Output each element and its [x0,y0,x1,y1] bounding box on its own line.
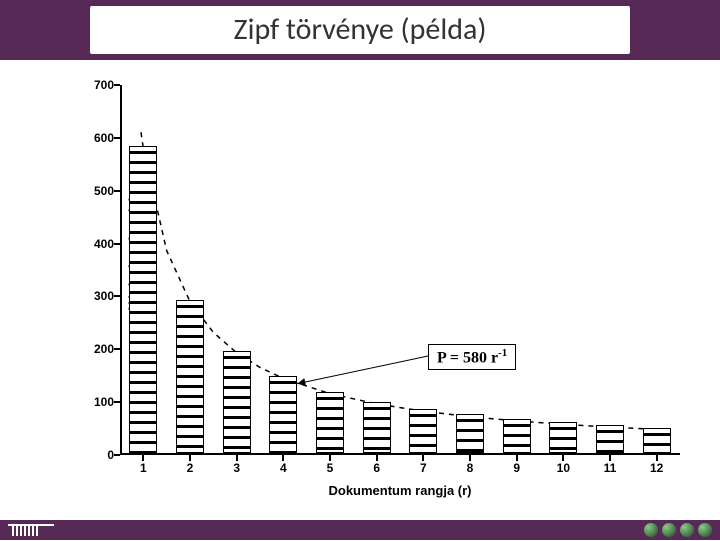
x-tick-label: 5 [327,461,334,475]
x-axis [120,453,680,455]
footer-dot-icon [644,523,658,537]
bar [503,419,531,453]
formula-sup: -1 [498,347,507,359]
footer-right-logos [644,520,712,540]
bar [316,392,344,453]
y-tick [114,295,120,297]
y-tick [114,84,120,86]
zipf-curve [141,132,657,429]
slide-title: Zipf törvénye (példa) [234,11,487,48]
building-icon [8,520,58,536]
bar [223,351,251,453]
fit-curve [120,85,680,455]
y-tick-label: 0 [74,448,114,462]
annotation-arrowhead [297,378,306,386]
annotation-arrow [297,356,428,384]
x-tick-label: 9 [513,461,520,475]
y-tick [114,454,120,456]
slide-footer [0,520,720,540]
x-tick-label: 1 [140,461,147,475]
x-axis-label: Dokumentum rangja (r) [328,483,471,498]
bar [549,422,577,453]
x-tick-label: 10 [557,461,570,475]
y-tick-label: 200 [74,342,114,356]
plot-region: Hozzáférések száma (P) Dokumentum rangja… [120,85,680,455]
title-box: Zipf törvénye (példa) [90,6,630,54]
y-tick-label: 100 [74,395,114,409]
formula-text: P = 580 r [437,349,498,366]
y-tick-label: 300 [74,289,114,303]
bar [596,425,624,453]
slide-header: Zipf törvénye (példa) [0,0,720,60]
y-tick [114,190,120,192]
y-tick [114,401,120,403]
bar [363,402,391,453]
bar [456,414,484,453]
y-axis [120,85,122,455]
footer-dot-icon [680,523,694,537]
x-tick-label: 3 [233,461,240,475]
bar [409,409,437,453]
y-tick [114,348,120,350]
bar [129,146,157,453]
footer-dot-icon [698,523,712,537]
x-tick-label: 11 [604,461,617,475]
y-tick [114,243,120,245]
bar [269,376,297,453]
x-tick-label: 8 [467,461,474,475]
x-tick-label: 7 [420,461,427,475]
y-tick [114,137,120,139]
footer-left-logo [8,520,58,540]
bar [643,428,671,453]
x-tick-label: 6 [373,461,380,475]
bar [176,300,204,453]
footer-dot-icon [662,523,676,537]
formula-annotation: P = 580 r-1 [428,344,516,370]
y-tick-label: 400 [74,237,114,251]
x-tick-label: 2 [187,461,194,475]
y-tick-label: 700 [74,78,114,92]
y-tick-label: 500 [74,184,114,198]
y-tick-label: 600 [74,131,114,145]
chart-container: Hozzáférések száma (P) Dokumentum rangja… [50,75,690,505]
x-tick-label: 4 [280,461,287,475]
x-tick-label: 12 [650,461,663,475]
